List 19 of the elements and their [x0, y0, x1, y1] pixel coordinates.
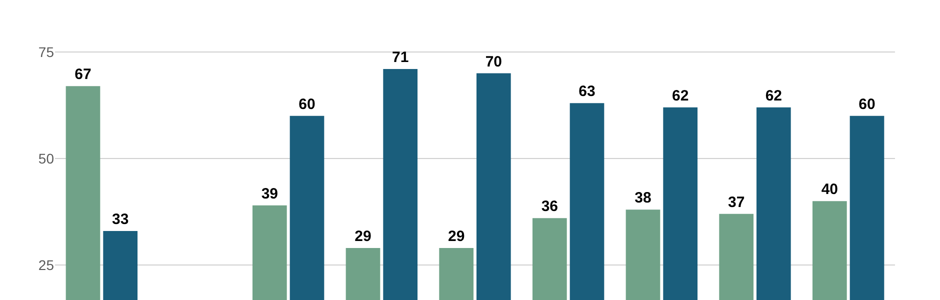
data-label: 40: [821, 181, 838, 198]
data-label: 36: [541, 198, 558, 216]
data-label: 62: [672, 87, 689, 104]
y-tick-label: 25: [38, 256, 54, 273]
y-tick-label: 50: [38, 150, 54, 166]
data-label: 60: [298, 96, 316, 113]
data-label: 62: [765, 87, 782, 104]
data-label: 67: [74, 66, 92, 84]
data-label: 71: [392, 49, 409, 66]
data-label: 29: [354, 228, 372, 246]
data-label: 37: [728, 194, 745, 211]
data-label: 60: [858, 96, 876, 113]
data-label: 70: [485, 53, 502, 70]
data-label: 29: [448, 228, 465, 246]
y-tick-label: 75: [38, 44, 54, 60]
data-label: 63: [578, 83, 596, 100]
data-label: 39: [261, 185, 278, 202]
data-label: 38: [634, 190, 652, 207]
data-label: 33: [112, 210, 129, 228]
